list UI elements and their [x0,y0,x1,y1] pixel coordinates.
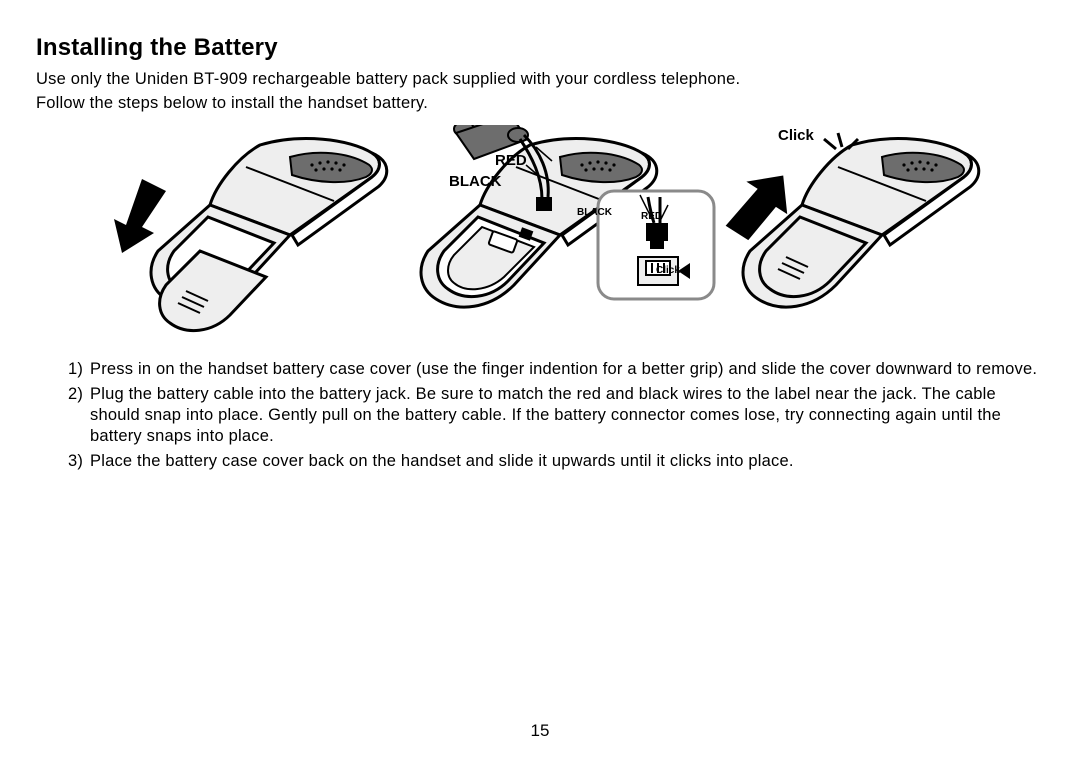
page-number: 15 [0,721,1080,741]
step-item: 2) Plug the battery cable into the batte… [68,384,1044,447]
connector-inset-icon [598,191,714,299]
arrow-down-icon [114,179,166,253]
intro-text: Use only the Uniden BT-909 rechargeable … [36,68,1044,115]
handset-1-icon [114,138,387,330]
diagram-svg [60,125,1020,335]
manual-page: Installing the Battery Use only the Unid… [0,0,1080,759]
black-label: BLACK [449,173,502,190]
step-number: 1) [68,359,90,380]
red-label-small: RED [641,211,662,222]
battery-diagram: Click RED BLACK BLACK RED Click [36,125,1044,345]
red-label: RED [495,152,527,169]
steps-list: 1) Press in on the handset battery case … [36,359,1044,473]
step-number: 3) [68,451,90,472]
step-item: 3) Place the battery case cover back on … [68,451,1044,472]
step-item: 1) Press in on the handset battery case … [68,359,1044,380]
click-label-small: Click [656,265,680,276]
step-text: Plug the battery cable into the battery … [90,384,1044,447]
black-label-small: BLACK [577,207,612,218]
step-number: 2) [68,384,90,447]
click-label: Click [778,127,814,144]
intro-line-2: Follow the steps below to install the ha… [36,92,1044,114]
step-text: Place the battery case cover back on the… [90,451,1044,472]
intro-line-1: Use only the Uniden BT-909 rechargeable … [36,68,1044,90]
step-text: Press in on the handset battery case cov… [90,359,1044,380]
handset-3-icon [724,133,978,307]
page-title: Installing the Battery [36,34,1044,62]
